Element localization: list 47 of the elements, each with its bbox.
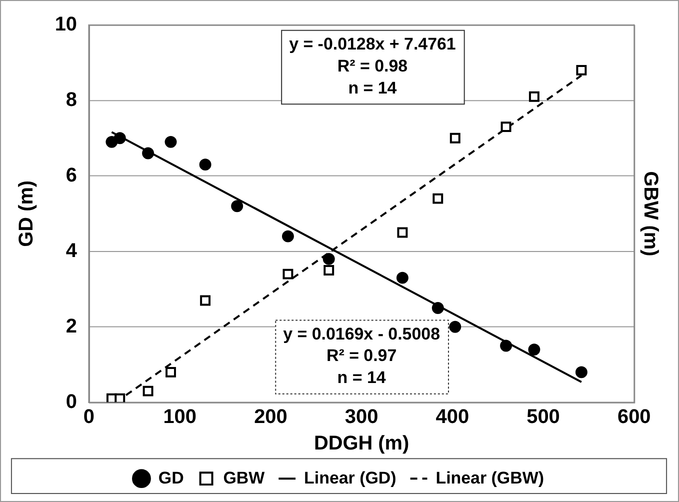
point xyxy=(200,295,211,306)
x-tick-label: 100 xyxy=(163,406,196,428)
point xyxy=(432,193,444,204)
point xyxy=(449,320,462,333)
legend-label: GBW xyxy=(223,468,265,488)
point xyxy=(528,344,540,356)
point xyxy=(142,386,154,396)
point xyxy=(576,64,587,76)
y-tick-label: 6 xyxy=(66,164,78,186)
point xyxy=(231,200,244,212)
point xyxy=(528,91,540,102)
point xyxy=(432,302,444,314)
annotation: y = -0.0128x + 7.4761 R² = 0.98 n = 14 xyxy=(289,34,456,98)
y-tick-label: 4 xyxy=(66,240,78,262)
x-tick-label: 600 xyxy=(617,406,651,428)
point xyxy=(500,122,512,132)
point xyxy=(322,252,335,265)
y-tick-label: 0 xyxy=(66,390,78,413)
point xyxy=(282,268,294,280)
x-tick-label: 400 xyxy=(436,406,470,428)
point xyxy=(282,230,294,242)
x-tick-label: 0 xyxy=(83,406,95,428)
x-tick-label: 500 xyxy=(526,406,560,428)
point xyxy=(114,393,126,402)
point xyxy=(500,340,512,352)
x-tick-label: 300 xyxy=(344,406,378,428)
legend-label: Linear (GBW) xyxy=(436,468,544,488)
x-tick-label: 200 xyxy=(254,406,288,428)
point xyxy=(450,132,460,144)
y2-axis-title: GBW (m) xyxy=(640,171,662,256)
point xyxy=(199,158,212,171)
point xyxy=(142,147,154,160)
y-tick-label: 8 xyxy=(66,88,78,111)
y-axis-title: GD (m) xyxy=(15,180,38,247)
legend-label: GD xyxy=(158,468,184,488)
point xyxy=(164,136,177,148)
annotation: y = 0.0169x - 0.5008 R² = 0.97 n = 14 xyxy=(283,324,440,388)
point xyxy=(114,132,126,144)
point xyxy=(396,272,408,284)
x-axis-title: DDGH (m) xyxy=(314,432,410,455)
point xyxy=(575,366,588,378)
y-tick-label: 2 xyxy=(66,315,78,338)
point xyxy=(324,265,334,276)
y-tick-label: 10 xyxy=(54,13,78,36)
legend-label: Linear (GD) xyxy=(304,468,396,488)
point xyxy=(397,227,408,238)
point xyxy=(166,366,176,378)
